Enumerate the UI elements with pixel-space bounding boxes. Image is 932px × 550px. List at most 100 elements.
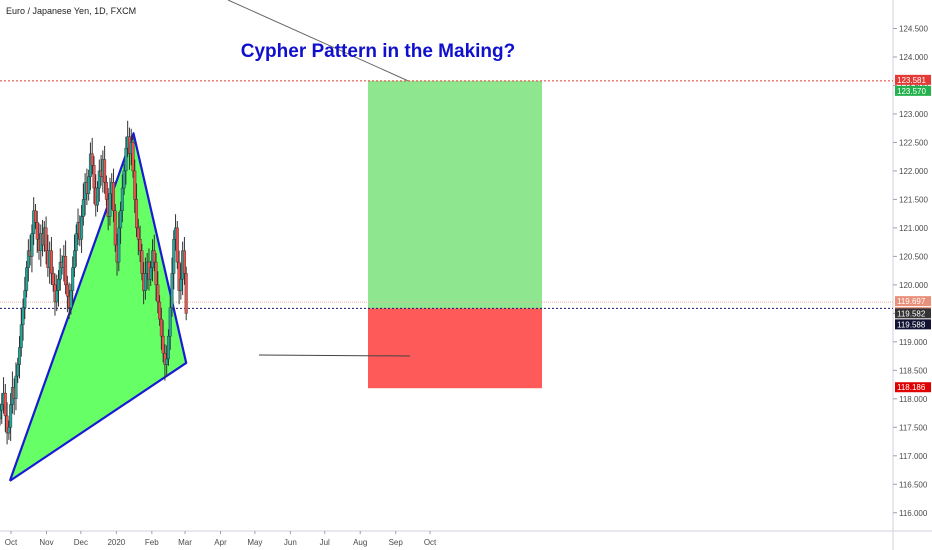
price-tag-label: 123.570 bbox=[897, 87, 926, 96]
loss-zone[interactable] bbox=[368, 308, 542, 389]
symbol-label: Euro / Japanese Yen, 1D, FXCM bbox=[6, 6, 136, 16]
candle-body bbox=[16, 364, 20, 377]
candle-body bbox=[7, 427, 11, 434]
candle-body bbox=[51, 273, 55, 286]
candle-body bbox=[3, 392, 7, 417]
candle-body bbox=[140, 250, 144, 274]
candle-body bbox=[0, 404, 4, 411]
price-tick-label: 124.000 bbox=[899, 53, 928, 62]
candle-body bbox=[71, 267, 75, 291]
candle-body bbox=[96, 187, 100, 206]
time-tick-label: Oct bbox=[424, 538, 437, 547]
candle-body bbox=[158, 301, 162, 320]
price-tick-label: 121.000 bbox=[899, 224, 928, 233]
time-axis[interactable]: Oct Nov Dec 2020 Feb Mar Apr May Jun Jul Aug Sep Oct bbox=[5, 531, 437, 547]
candle-body bbox=[104, 182, 108, 200]
candle-body bbox=[184, 273, 188, 314]
price-tag bbox=[895, 319, 931, 330]
price-tick-label: 117.500 bbox=[899, 423, 928, 432]
candle-body bbox=[156, 284, 160, 303]
candle-body bbox=[149, 267, 153, 280]
candle-body bbox=[138, 239, 142, 251]
candle-body bbox=[81, 199, 85, 217]
time-tick-label: Nov bbox=[39, 538, 53, 547]
price-tag bbox=[895, 382, 931, 393]
candle-body bbox=[124, 147, 128, 172]
candles bbox=[0, 120, 188, 445]
candle-body bbox=[175, 227, 179, 263]
candle-body bbox=[108, 193, 112, 217]
price-tag-label: 119.697 bbox=[897, 297, 926, 306]
cypher-pattern-fill[interactable] bbox=[9, 133, 187, 481]
price-tag-label: 118.186 bbox=[897, 383, 926, 392]
time-tick-label: Jun bbox=[284, 538, 297, 547]
candle-body bbox=[131, 142, 135, 172]
candle-body bbox=[136, 227, 140, 240]
candle-body bbox=[122, 170, 126, 189]
candle-body bbox=[64, 256, 68, 286]
candle-body bbox=[117, 227, 121, 263]
price-tick-label: 117.000 bbox=[899, 452, 928, 461]
time-tick-label: Aug bbox=[353, 538, 367, 547]
candle-body bbox=[143, 273, 147, 291]
time-tick-label: Dec bbox=[74, 538, 88, 547]
time-tick-label: 2020 bbox=[107, 538, 125, 547]
candle-body bbox=[44, 227, 48, 251]
candle-body bbox=[172, 239, 176, 274]
price-tick-label: 118.000 bbox=[899, 395, 928, 404]
candle-body bbox=[80, 216, 84, 240]
candle-body bbox=[21, 307, 25, 325]
candle-body bbox=[55, 290, 59, 303]
candle-body bbox=[25, 267, 29, 291]
time-tick-label: May bbox=[247, 538, 262, 547]
price-tag bbox=[895, 85, 931, 96]
candle-body bbox=[161, 335, 165, 354]
candle-body bbox=[14, 375, 18, 400]
candle-body bbox=[23, 290, 27, 308]
profit-zone[interactable] bbox=[368, 80, 542, 309]
time-tick-label: Mar bbox=[178, 538, 192, 547]
candle-body bbox=[165, 358, 169, 365]
candle-body bbox=[33, 210, 37, 223]
candle-body bbox=[179, 278, 183, 291]
candle-body bbox=[72, 250, 76, 268]
time-tick-label: Oct bbox=[5, 538, 18, 547]
price-tags: 123.581123.570119.69704:16:28119.582119.… bbox=[895, 74, 931, 393]
candle-body bbox=[87, 176, 91, 194]
candle-body bbox=[133, 170, 137, 200]
candle-body bbox=[119, 210, 123, 229]
price-tick-label: 116.500 bbox=[899, 480, 928, 489]
price-tick-label: 121.500 bbox=[899, 195, 928, 204]
candle-body bbox=[90, 153, 94, 166]
price-tick-label: 122.000 bbox=[899, 167, 928, 176]
candle-body bbox=[65, 284, 69, 297]
price-tick-label: 122.500 bbox=[899, 138, 928, 147]
price-tick-label: 120.500 bbox=[899, 252, 928, 261]
candle-body bbox=[113, 210, 117, 246]
candle-body bbox=[111, 182, 115, 212]
price-tag-label: 119.588 bbox=[897, 320, 926, 329]
time-tick-label: Sep bbox=[389, 538, 404, 547]
candle-body bbox=[103, 159, 107, 183]
price-tick-label: 120.000 bbox=[899, 281, 928, 290]
candle-body bbox=[19, 324, 23, 348]
candle-body bbox=[152, 250, 156, 263]
candle-body bbox=[168, 307, 172, 337]
candle-body bbox=[159, 318, 163, 337]
price-tag-label: 123.581 bbox=[897, 76, 926, 85]
time-tick-label: Jul bbox=[320, 538, 330, 547]
chart-title: Cypher Pattern in the Making? bbox=[241, 41, 515, 62]
price-tick-label: 118.500 bbox=[899, 366, 928, 375]
candle-body bbox=[49, 250, 53, 274]
candle-body bbox=[35, 221, 39, 240]
candle-body bbox=[154, 261, 158, 286]
candle-body bbox=[9, 404, 13, 428]
candle-body bbox=[69, 290, 73, 308]
candle-body bbox=[92, 165, 96, 189]
price-tag bbox=[895, 74, 931, 85]
level-line[interactable] bbox=[258, 354, 411, 357]
candle-body bbox=[57, 278, 61, 291]
candle-body bbox=[0, 410, 2, 419]
candle-body bbox=[135, 199, 139, 229]
